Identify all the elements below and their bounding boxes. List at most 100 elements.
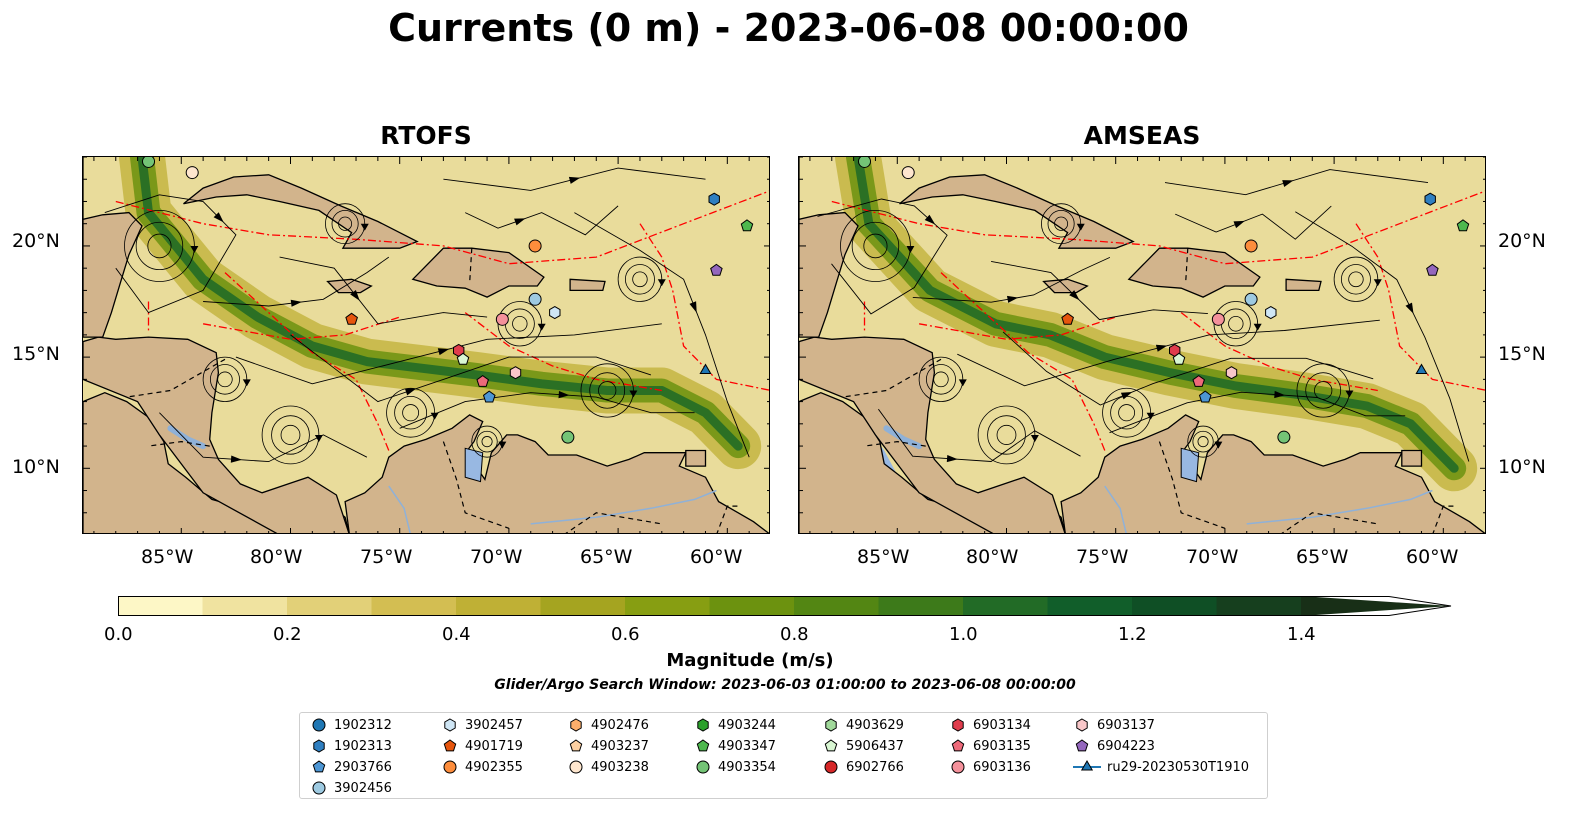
- rtofs-eddy-streamline: [632, 271, 648, 288]
- rtofs-eddy-streamline: [271, 415, 310, 455]
- rtofs-country-border: [565, 512, 662, 533]
- legend-label: 1902312: [334, 717, 392, 733]
- legend-marker-circle: [312, 718, 326, 732]
- legend-marker-hexagon: [952, 718, 964, 732]
- amseas-flow-arrow: [946, 455, 958, 463]
- legend-marker-pentagon: [951, 739, 965, 752]
- colorbar-segment: [1132, 596, 1218, 616]
- search-window-caption: Glider/Argo Search Window: 2023-06-03 01…: [494, 677, 1076, 693]
- rtofs-eddy-streamline: [338, 216, 353, 231]
- legend-item-4903237: 4903237: [567, 737, 649, 755]
- amseas-flow-arrow: [1405, 302, 1414, 314]
- rtofs-eddy-arrow: [629, 390, 638, 398]
- rtofs-float-2903766: [482, 390, 496, 403]
- colorbar: [118, 596, 1452, 616]
- legend-label: 6903135: [973, 738, 1031, 754]
- amseas-river: [1104, 485, 1127, 533]
- rtofs-eddy-streamline: [394, 396, 428, 430]
- amseas-float-4903238: [901, 166, 915, 180]
- rtofs-eddy-streamline: [325, 203, 366, 245]
- legend-item-3902456: 3902456: [310, 779, 392, 797]
- amseas-eddy-streamline: [1047, 209, 1075, 238]
- legend-item-1902313: 1902313: [310, 737, 392, 755]
- legend-item-6903135: 6903135: [949, 737, 1031, 755]
- lat-label-left-10: 10°N: [12, 456, 60, 478]
- colorbar-tick-6: 1.2: [1118, 624, 1147, 645]
- amseas-country-border: [842, 358, 942, 398]
- colorbar-segment: [1216, 596, 1302, 616]
- legend-marker-hexagon: [825, 718, 837, 732]
- rtofs-eddy-streamline: [512, 315, 528, 332]
- rtofs-eddy-arrow: [498, 441, 507, 449]
- amseas-eddy-arrow: [1253, 323, 1262, 331]
- amseas-float-4903354: [1277, 430, 1291, 444]
- lat-label-right-15: 15°N: [1498, 343, 1546, 365]
- colorbar-segment: [456, 596, 542, 616]
- rtofs-country-border: [442, 441, 510, 529]
- rtofs-eddy-streamline: [135, 221, 184, 271]
- amseas-country-border: [1185, 248, 1189, 284]
- amseas-float-4903354: [858, 157, 872, 168]
- rtofs-float-6903137: [509, 366, 522, 380]
- rtofs-eddy-arrow: [430, 412, 439, 420]
- colorbar-title: Magnitude (m/s): [666, 650, 834, 671]
- amseas-landmass: [1285, 278, 1322, 292]
- rtofs-eddy-streamline: [617, 256, 663, 302]
- colorbar-segment: [540, 596, 626, 616]
- legend-label: 6902766: [846, 759, 904, 775]
- legend-item-ru29-20230530T1910: ru29-20230530T1910: [1073, 758, 1249, 776]
- amseas-landmass: [799, 336, 1066, 533]
- rtofs-flow-arrow: [437, 348, 450, 356]
- amseas-eddy-arrow: [1345, 390, 1354, 398]
- rtofs-streamline: [159, 412, 368, 463]
- colorbar-tick-0: 0.0: [104, 624, 133, 645]
- rtofs-streamline: [203, 256, 390, 307]
- legend-item-4903238: 4903238: [567, 758, 649, 776]
- amseas-streamline: [991, 260, 1208, 321]
- legend-item-4902476: 4902476: [567, 716, 649, 734]
- amseas-eddy-arrow: [958, 379, 967, 387]
- amseas-streamline: [1175, 205, 1332, 240]
- amseas-float-4903347: [1456, 219, 1470, 232]
- rtofs-landmass: [83, 157, 143, 338]
- lat-label-right-20: 20°N: [1498, 230, 1546, 252]
- rtofs-float-5906437: [456, 352, 470, 365]
- amseas-streamline: [817, 198, 948, 315]
- legend-marker-pentagon: [824, 739, 838, 752]
- amseas-float-6903137: [1225, 366, 1238, 380]
- rtofs-eddy-streamline: [624, 264, 655, 295]
- amseas-float-6903136: [1211, 312, 1225, 326]
- legend-label: 6903136: [973, 759, 1031, 775]
- rtofs-streamline: [290, 334, 652, 403]
- rtofs-flow-arrow: [514, 218, 526, 226]
- legend-marker-hexagon: [313, 739, 325, 753]
- legend-item-4902355: 4902355: [441, 758, 523, 776]
- amseas-float-4902355: [1244, 239, 1258, 253]
- rtofs-landmass: [685, 449, 707, 467]
- colorbar-segment: [878, 596, 964, 616]
- rtofs-landmass: [411, 247, 545, 298]
- legend-item-6903137: 6903137: [1073, 716, 1155, 734]
- colorbar-tick-2: 0.4: [442, 624, 471, 645]
- legend-marker-pentagon: [312, 760, 326, 773]
- amseas-eez-boundary: [918, 316, 1116, 340]
- amseas-eez-boundary: [1355, 223, 1485, 391]
- legend-item-6903136: 6903136: [949, 758, 1031, 776]
- lon-label-rtofs-70: 70°W: [470, 546, 523, 568]
- amseas-eddy-streamline: [1348, 271, 1364, 288]
- amseas-float-3902456: [1244, 292, 1258, 306]
- amseas-eddy-streamline: [1197, 436, 1209, 448]
- amseas-country-border: [864, 440, 926, 447]
- legend-marker-circle: [569, 760, 583, 774]
- amseas-lake-maracaibo: [1180, 447, 1200, 483]
- legend-label: 6903134: [973, 717, 1031, 733]
- amseas-eddy-arrow: [1030, 434, 1039, 442]
- legend-marker-circle: [951, 760, 965, 774]
- amseas-landmass: [799, 157, 859, 338]
- amseas-frame-ticks: [799, 157, 1485, 533]
- amseas-eddy-streamline: [1041, 203, 1082, 245]
- colorbar-segment: [1047, 596, 1133, 616]
- rtofs-float-4902355: [528, 239, 542, 253]
- rtofs-country-border: [469, 248, 473, 284]
- map-rtofs-canvas: [83, 157, 769, 533]
